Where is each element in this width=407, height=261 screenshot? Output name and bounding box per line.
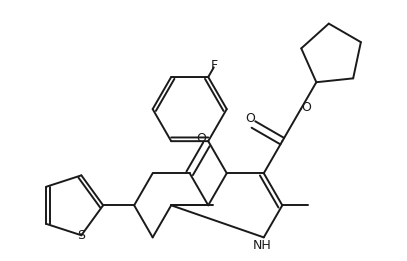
Text: NH: NH xyxy=(253,239,271,252)
Text: S: S xyxy=(77,229,85,242)
Text: F: F xyxy=(211,59,218,72)
Text: O: O xyxy=(302,101,311,114)
Text: O: O xyxy=(245,112,255,126)
Text: O: O xyxy=(196,132,206,145)
